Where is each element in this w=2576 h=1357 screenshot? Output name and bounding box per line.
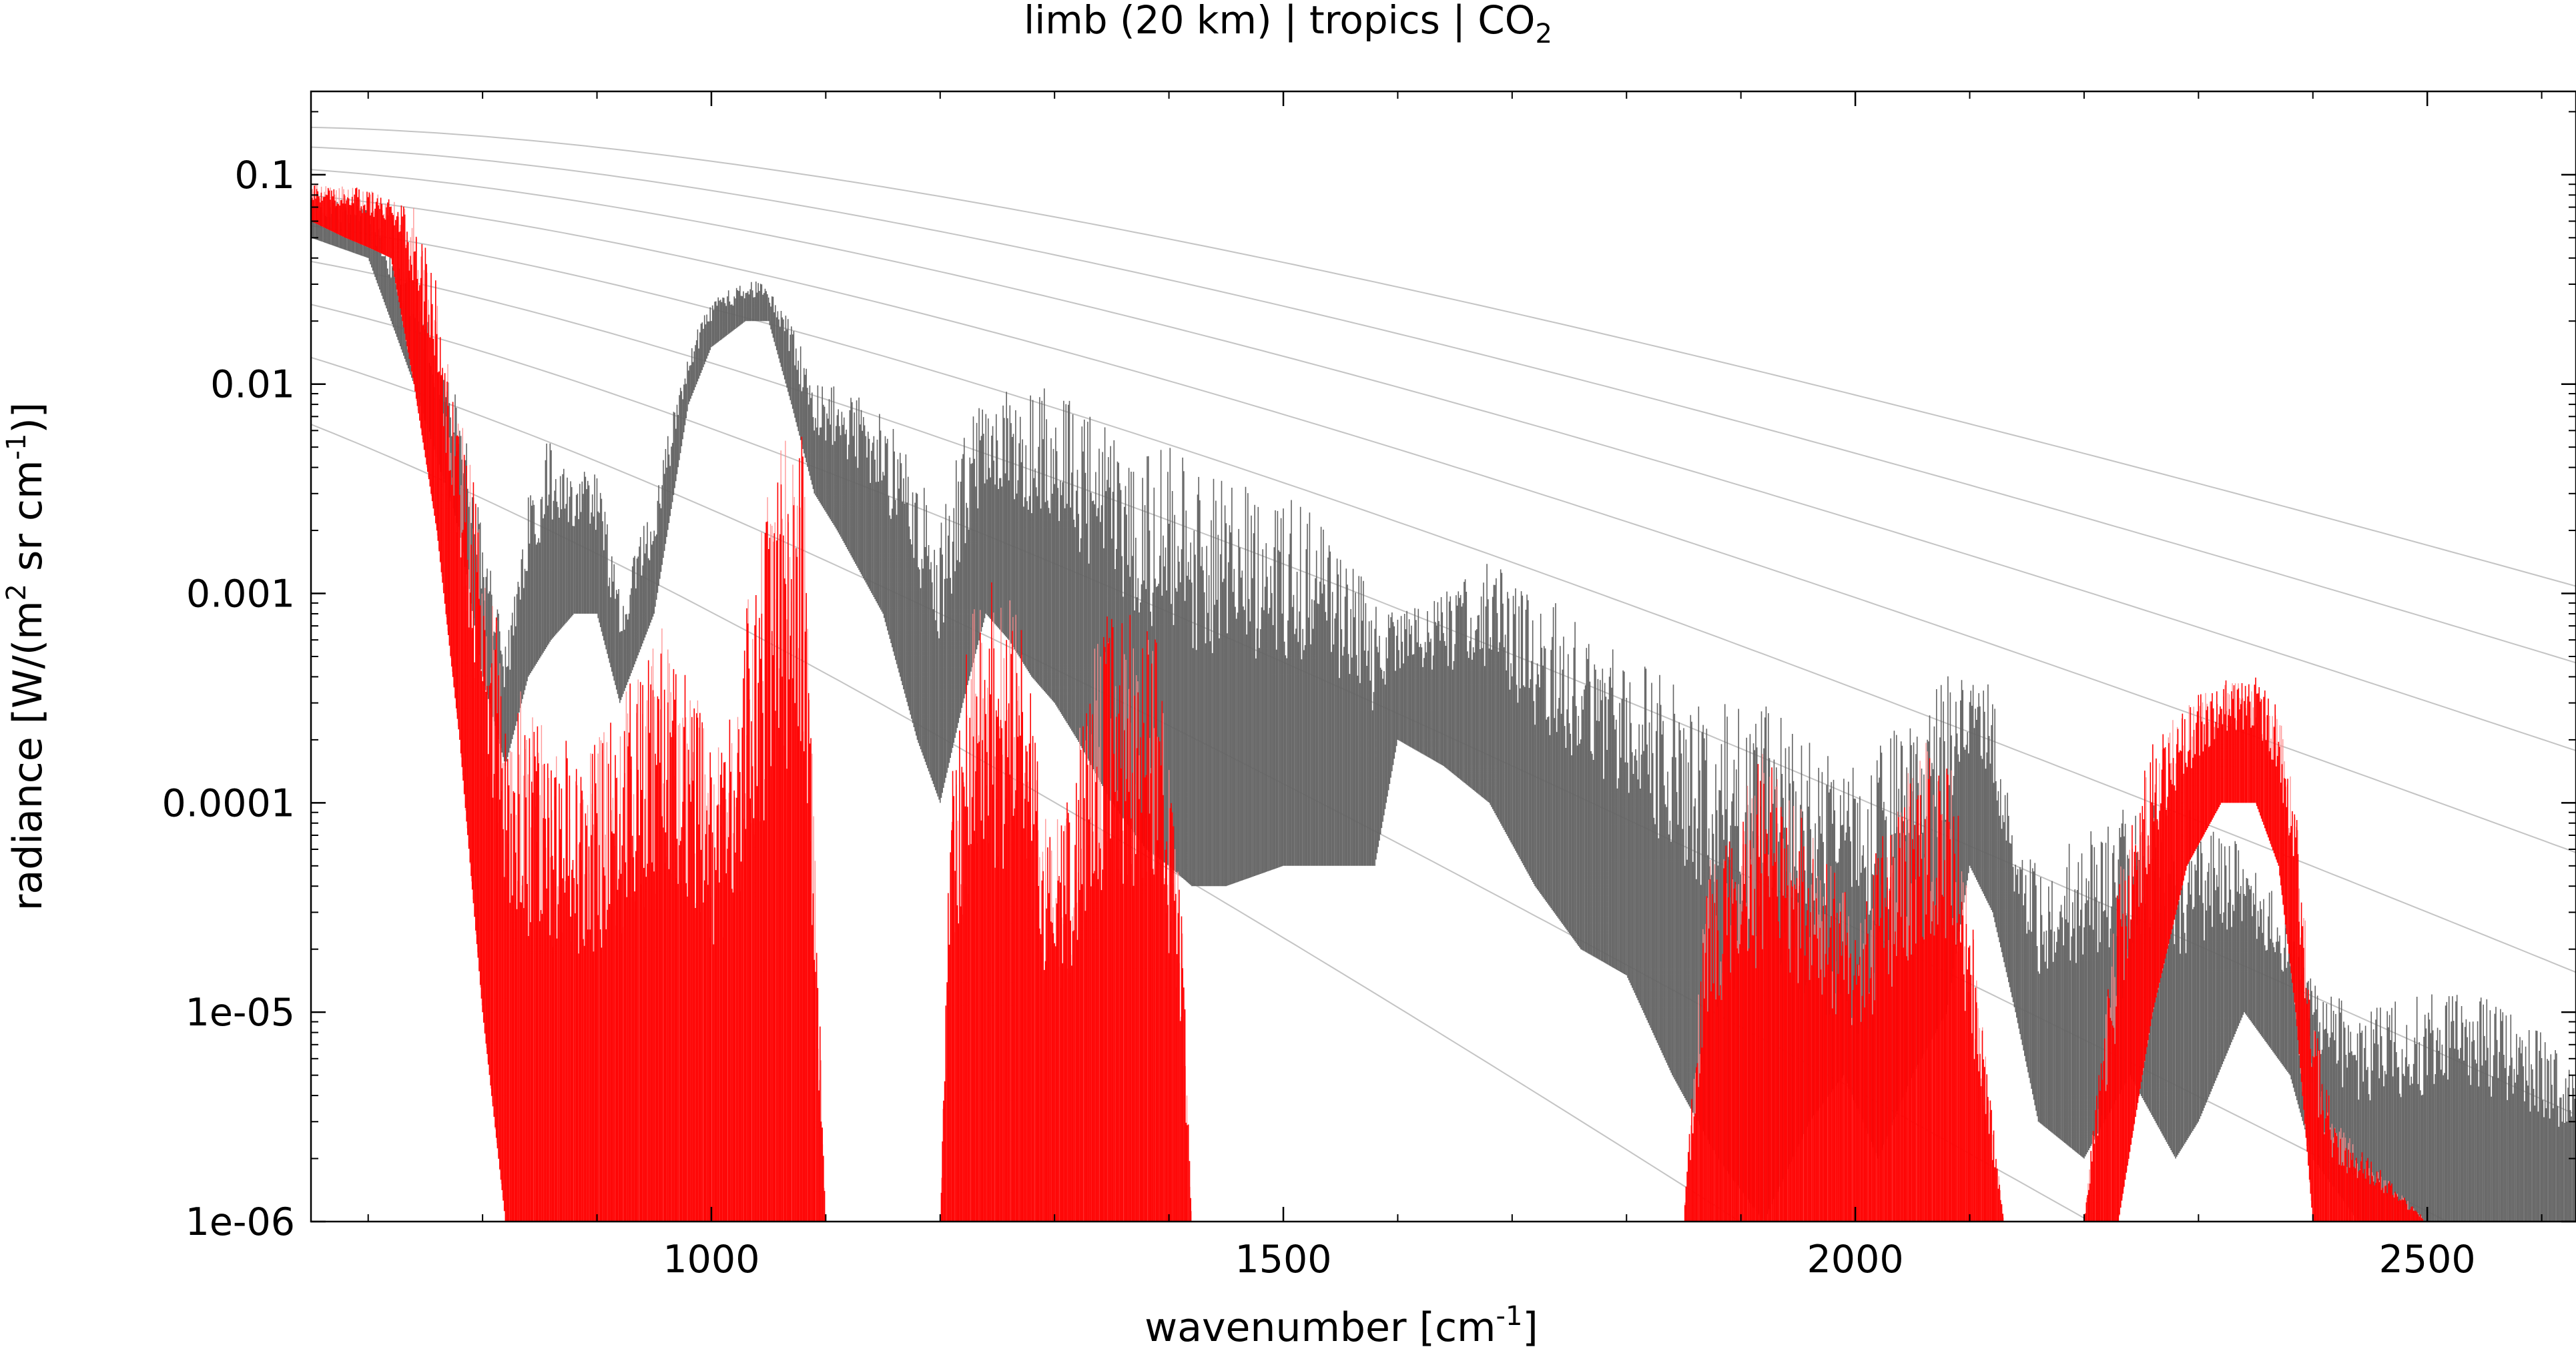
planck-curve-270K (311, 169, 2576, 752)
y-axis-label-sup2: -1 (1, 434, 32, 460)
y-axis-label: radiance [W/(m2 sr cm-1)] (1, 402, 51, 911)
y-axis-label-part1: radiance [W/(m (5, 600, 51, 911)
series-co2-co2 (311, 185, 2424, 1222)
chart-title-subscript: 2 (1535, 19, 1552, 49)
chart-title: limb (20 km) | tropics | CO2 (1024, 0, 1552, 49)
y-tick-label: 0.001 (186, 572, 295, 616)
planck-curve-170K (311, 356, 2092, 1222)
x-tick-label: 1000 (663, 1238, 759, 1282)
y-axis: 0.1 0.01 0.001 0.0001 1e-05 1e-06 (162, 111, 2576, 1244)
x-axis-label-sup: -1 (1496, 1301, 1523, 1332)
x-tick-label: 2500 (2379, 1238, 2476, 1282)
x-tick-label: 1500 (1235, 1238, 1331, 1282)
planck-curve-310K (311, 126, 2576, 587)
planck-curve-150K (311, 424, 1742, 1222)
y-tick-label: 1e-06 (186, 1200, 295, 1244)
x-tick-label: 2000 (1807, 1238, 1904, 1282)
x-axis-label: wavenumber [cm-1] (1145, 1301, 1538, 1351)
y-axis-label-part3: )] (5, 402, 51, 434)
planck-curve-290K (311, 146, 2576, 664)
y-axis-label-part2: sr cm (5, 460, 51, 584)
chart-title-main: limb (20 km) | tropics | CO (1024, 0, 1535, 43)
y-axis-label-sup1: 2 (1, 584, 32, 600)
x-axis-label-suffix: ] (1522, 1304, 1538, 1351)
y-tick-label: 1e-05 (186, 991, 295, 1035)
y-tick-label: 0.0001 (162, 781, 295, 825)
reference-curves (311, 126, 2576, 1222)
x-axis-label-main: wavenumber [cm (1145, 1304, 1496, 1351)
y-tick-label: 0.01 (210, 363, 295, 407)
data-series (311, 184, 2576, 1222)
y-tick-label: 0.1 (234, 153, 295, 197)
x-axis: 1000 1500 2000 2500 (367, 91, 2543, 1282)
